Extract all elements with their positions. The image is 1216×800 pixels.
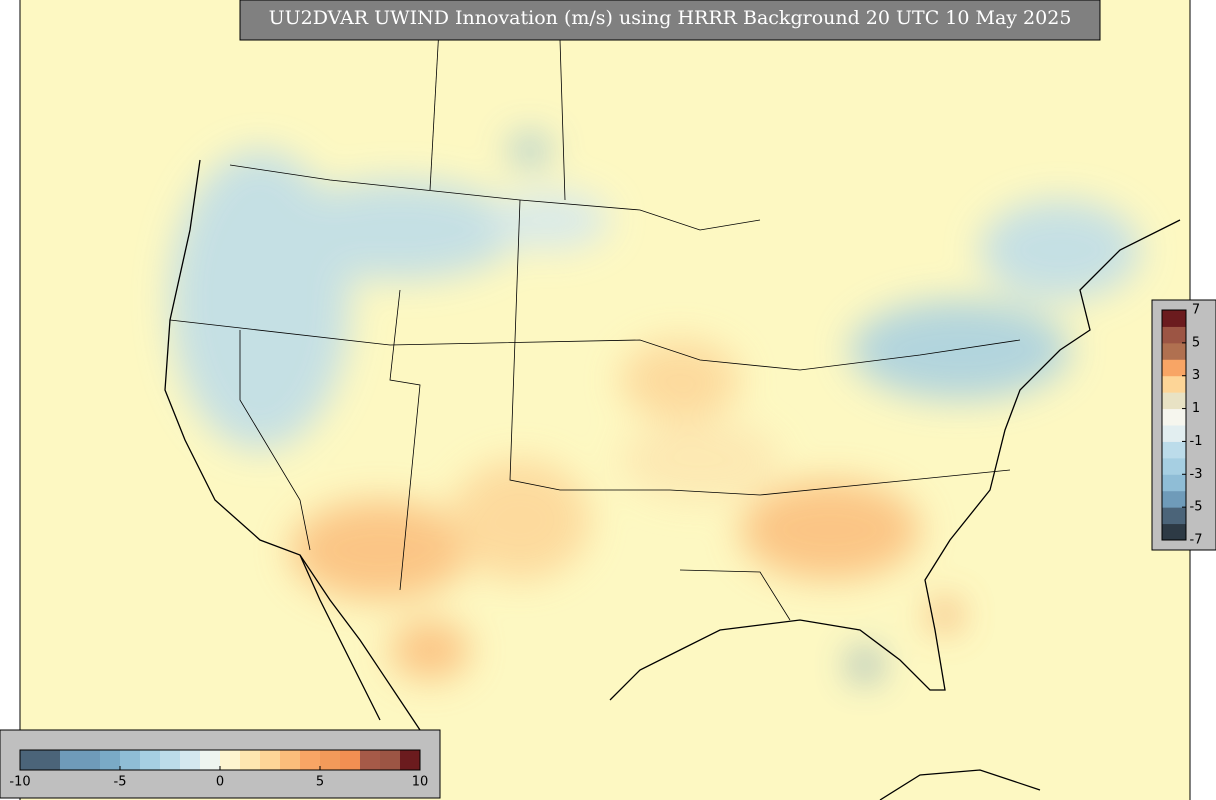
colorbar-vertical: 7 5 3 1 -1 -3 -5 -7 xyxy=(1161,303,1203,548)
colorbar-segment xyxy=(1162,490,1186,508)
colorbar-tick-label: 7 xyxy=(1192,303,1200,318)
colorbar-segment xyxy=(1162,359,1186,377)
colorbar-segment xyxy=(1162,310,1186,327)
colorbar-tick-label: -1 xyxy=(1190,434,1203,449)
colorbar-segment xyxy=(100,750,121,770)
colorbar-segment xyxy=(60,750,81,770)
colorbar-segment xyxy=(340,750,361,770)
colorbar-segment xyxy=(160,750,181,770)
colorbar-segment xyxy=(1162,457,1186,475)
colorbar-segment xyxy=(1162,392,1186,410)
colorbar-segment xyxy=(200,750,221,770)
colorbar-segment xyxy=(1162,425,1186,442)
colorbar-tick-label: -5 xyxy=(1190,500,1203,515)
colorbar-segment xyxy=(260,750,281,770)
colorbar-tick-label: 10 xyxy=(412,775,429,790)
colorbar-tick-label: 1 xyxy=(1192,401,1200,416)
colorbar-outline xyxy=(1161,309,1187,541)
colorbar-segment xyxy=(380,750,401,770)
borders xyxy=(169,9,1021,621)
colorbar-segment xyxy=(1162,507,1186,525)
colorbar-segment xyxy=(320,750,341,770)
colorbar-segment xyxy=(360,750,381,770)
colorbar-segment xyxy=(220,750,241,770)
colorbar-tick-label: -7 xyxy=(1190,533,1203,548)
colorbar-segment xyxy=(40,750,61,770)
colorbar-segment xyxy=(280,750,301,770)
map-title: UU2DVAR UWIND Innovation (m/s) using HRR… xyxy=(269,7,1072,29)
colorbar-tick-label: -5 xyxy=(114,775,127,790)
colorbar-segment xyxy=(140,750,161,770)
colorbar-horizontal: -10 -5 0 5 10 xyxy=(9,749,429,790)
colorbar-segment xyxy=(180,750,201,770)
colorbar-segment xyxy=(1162,342,1186,360)
colorbar-segment xyxy=(1162,441,1186,459)
colorbar-tick-label: 5 xyxy=(316,775,324,790)
colorbar-segment xyxy=(240,750,261,770)
colorbar-tick-label: 3 xyxy=(1192,368,1200,383)
colorbar-segment xyxy=(1162,474,1186,492)
colorbar-tick-label: -10 xyxy=(9,775,30,790)
colorbar-tick-label: 0 xyxy=(216,775,224,790)
colorbar-segment xyxy=(20,750,41,770)
colorbar-segment xyxy=(120,750,141,770)
colorbar-tick-label: 5 xyxy=(1192,335,1200,350)
colorbar-segment xyxy=(1162,326,1186,344)
colorbar-segment xyxy=(1162,408,1186,426)
colorbar-segment xyxy=(1162,523,1186,541)
coastlines xyxy=(164,159,1181,800)
colorbar-tick-label: -3 xyxy=(1190,467,1203,482)
colorbar-segment xyxy=(300,750,321,770)
title-box xyxy=(239,0,1101,41)
colorbar-segment xyxy=(1162,375,1186,393)
colorbar-segment xyxy=(400,750,421,770)
colorbar-segment xyxy=(80,750,101,770)
innovation-field xyxy=(170,135,1140,680)
